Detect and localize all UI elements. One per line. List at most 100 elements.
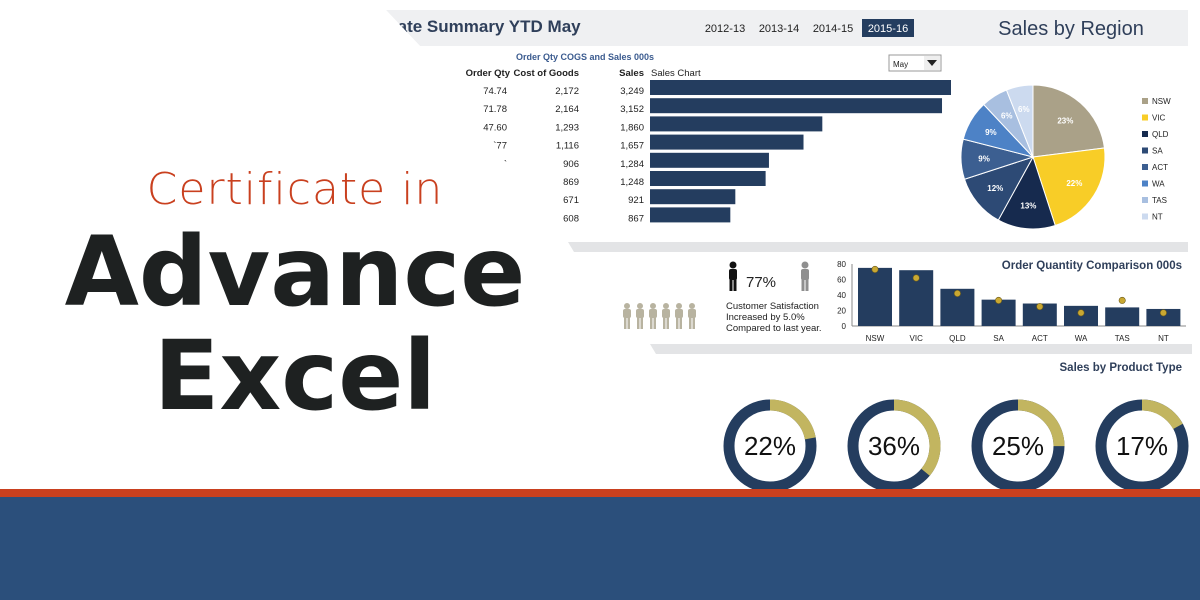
sales-bar-chart: [650, 80, 951, 223]
pie-slice-qld: [997, 155, 1056, 230]
cell-sales: 1,657: [620, 141, 644, 152]
order-bar: [858, 267, 892, 326]
legend-swatch: [1142, 147, 1148, 154]
bottom-band: [0, 497, 1200, 600]
white-corner-overlay: [386, 0, 1200, 8]
satisfaction-line2: Increased by 5.0%: [726, 312, 805, 323]
region-pie-chart: 23% 22% 13% 12% 9% 9% 6% 6%: [960, 84, 1106, 230]
pie-slice-label: 6%: [1001, 112, 1013, 121]
title-line-excel: Excel: [153, 320, 437, 432]
legend-swatch: [1142, 131, 1148, 137]
sales-bar: [650, 80, 951, 95]
x-tick-label: ACT: [1032, 334, 1048, 343]
order-marker: [1036, 303, 1044, 311]
legend-swatch: [1142, 164, 1148, 170]
title-line-certificate: Certificate in: [146, 164, 444, 215]
region-chart-title: Sales by Region: [998, 18, 1144, 40]
cell-order-qty: `: [504, 159, 507, 170]
legend-swatch: [1142, 197, 1148, 203]
year-tab[interactable]: 2014-15: [813, 23, 853, 35]
order-marker: [1118, 296, 1126, 304]
cell-sales: 1,860: [620, 122, 644, 133]
white-diagonal-overlay: [0, 0, 730, 485]
table-rows: 74.74 2,172 3,249 71.78 2,164 3,152 47.60 1,293…: [483, 86, 644, 224]
month-select[interactable]: May: [888, 54, 942, 72]
pie-slice-label: 9%: [985, 128, 997, 137]
order-quantity-chart: 0 20 40 60 80 NSW VIC QLD SA ACT WA TAS NT: [837, 260, 1186, 343]
cell-cogs: 1,116: [556, 141, 579, 152]
legend-label: TAS: [1152, 196, 1167, 205]
person-icon: [801, 261, 809, 291]
table-header: Order Qty Cost of Goods Sales Sales Char…: [466, 68, 701, 79]
sales-bar: [650, 189, 736, 205]
legend-label: VIC: [1152, 114, 1166, 123]
year-tab-selected-bg: [862, 19, 914, 37]
dashboard-header-title: rate Summary YTD May: [391, 17, 581, 36]
title-line-advance: Advance: [64, 216, 526, 328]
cell-sales: 1,248: [620, 177, 644, 188]
pie-slice-nt: [1005, 84, 1034, 158]
sales-bar: [650, 134, 804, 150]
pie-slice-vic: [1032, 147, 1106, 227]
legend-label: NT: [1152, 213, 1163, 222]
donut-value-arc: [1095, 399, 1189, 493]
cell-cogs: 2,172: [555, 86, 579, 97]
x-tick-label: TAS: [1115, 334, 1130, 343]
pie-slice-label: 13%: [1020, 202, 1036, 211]
cell-sales: 3,249: [620, 86, 644, 97]
satisfaction-widget: 77% Customer Satisfaction Increased by 5…: [623, 261, 822, 334]
cell-sales: 3,152: [620, 104, 644, 115]
year-tabs[interactable]: 2012-13 2013-14 2014-15 2015-16: [705, 19, 914, 37]
x-tick-label: SA: [993, 334, 1004, 343]
order-marker: [871, 265, 879, 273]
x-tick-label: VIC: [910, 334, 924, 343]
order-marker: [1159, 309, 1167, 317]
chevron-down-icon: [927, 60, 937, 66]
x-tick-label: NT: [1158, 334, 1169, 343]
y-tick-label: 40: [837, 291, 846, 300]
order-bar: [1105, 307, 1140, 326]
donut-value-arc: [971, 399, 1065, 493]
donut-label: 22%: [744, 431, 796, 461]
order-bar: [981, 299, 1016, 326]
order-bar: [1146, 308, 1181, 326]
cell-sales: 867: [628, 213, 644, 224]
legend-swatch: [1142, 213, 1148, 220]
order-bar: [1022, 303, 1057, 326]
year-tab-selected[interactable]: 2015-16: [868, 23, 908, 35]
satisfaction-line1: Customer Satisfaction: [726, 301, 819, 312]
sales-bar: [650, 152, 769, 168]
pie-slice-label: 23%: [1057, 116, 1073, 125]
donut-value-arc: [847, 399, 941, 493]
sales-bar: [650, 98, 943, 114]
x-tick-label: WA: [1075, 334, 1088, 343]
course-title: Certificate in Advance Excel: [0, 160, 590, 428]
donut-value-arc: [723, 399, 817, 493]
cell-order-qty: 47.60: [483, 122, 507, 133]
order-marker: [1077, 309, 1085, 317]
year-tab[interactable]: 2012-13: [705, 23, 745, 35]
cell-cogs: 906: [563, 159, 579, 170]
year-tab[interactable]: 2013-14: [759, 23, 799, 35]
satisfaction-percent: 77%: [746, 274, 776, 291]
cell-cogs: 608: [563, 213, 579, 224]
people-group-icon: [623, 303, 696, 329]
col-cogs: Cost of Goods: [514, 68, 579, 79]
legend-swatch: [1142, 180, 1148, 187]
cell-order-qty: `77: [493, 141, 507, 152]
divider-bar-1: [568, 242, 1188, 252]
cell-cogs: 2,164: [555, 104, 579, 115]
order-marker: [995, 296, 1003, 304]
pie-slice-label: 12%: [987, 184, 1003, 193]
divider-bar-2: [650, 344, 1192, 354]
cell-order-qty: 71.78: [483, 104, 507, 115]
sales-bar: [650, 207, 731, 223]
pie-slice-nsw: [1032, 84, 1105, 158]
x-tick-label: QLD: [949, 334, 966, 343]
y-tick-label: 60: [837, 276, 846, 285]
donut-label: 17%: [1116, 431, 1168, 461]
region-legend: NSW VIC QLD SA ACT WA TAS NT: [1142, 97, 1171, 222]
cell-sales: 1,284: [620, 159, 644, 170]
header-bar: [386, 10, 1188, 46]
